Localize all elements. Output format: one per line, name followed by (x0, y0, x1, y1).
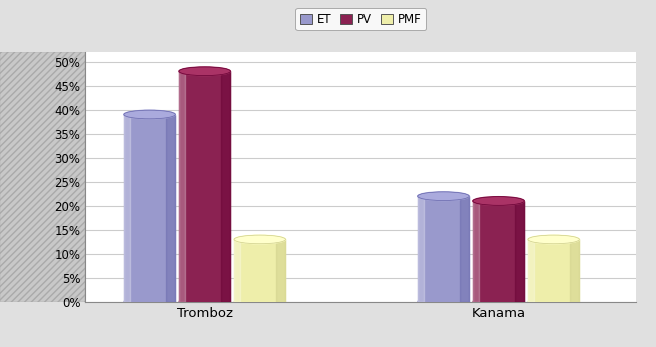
Ellipse shape (418, 298, 469, 306)
Bar (528, 239, 579, 302)
Bar (234, 239, 285, 302)
Legend: ET, PV, PMF: ET, PV, PMF (295, 8, 426, 31)
Bar (515, 201, 524, 302)
Ellipse shape (179, 298, 230, 306)
Ellipse shape (528, 298, 579, 306)
Ellipse shape (124, 110, 175, 119)
Bar (528, 239, 534, 302)
Bar (179, 71, 185, 302)
Ellipse shape (234, 235, 285, 244)
Ellipse shape (473, 298, 524, 306)
Ellipse shape (234, 298, 285, 306)
Bar (166, 115, 175, 302)
Bar (124, 115, 130, 302)
Bar (418, 196, 424, 302)
Bar (179, 71, 230, 302)
Ellipse shape (124, 298, 175, 306)
Ellipse shape (528, 235, 579, 244)
Ellipse shape (418, 192, 469, 201)
Bar (234, 239, 240, 302)
Bar (473, 201, 479, 302)
Bar (473, 201, 524, 302)
Bar (418, 196, 469, 302)
Ellipse shape (179, 67, 230, 76)
Bar (124, 115, 175, 302)
Ellipse shape (473, 197, 524, 205)
Bar (570, 239, 579, 302)
Bar (460, 196, 469, 302)
Bar (221, 71, 230, 302)
Bar (276, 239, 285, 302)
